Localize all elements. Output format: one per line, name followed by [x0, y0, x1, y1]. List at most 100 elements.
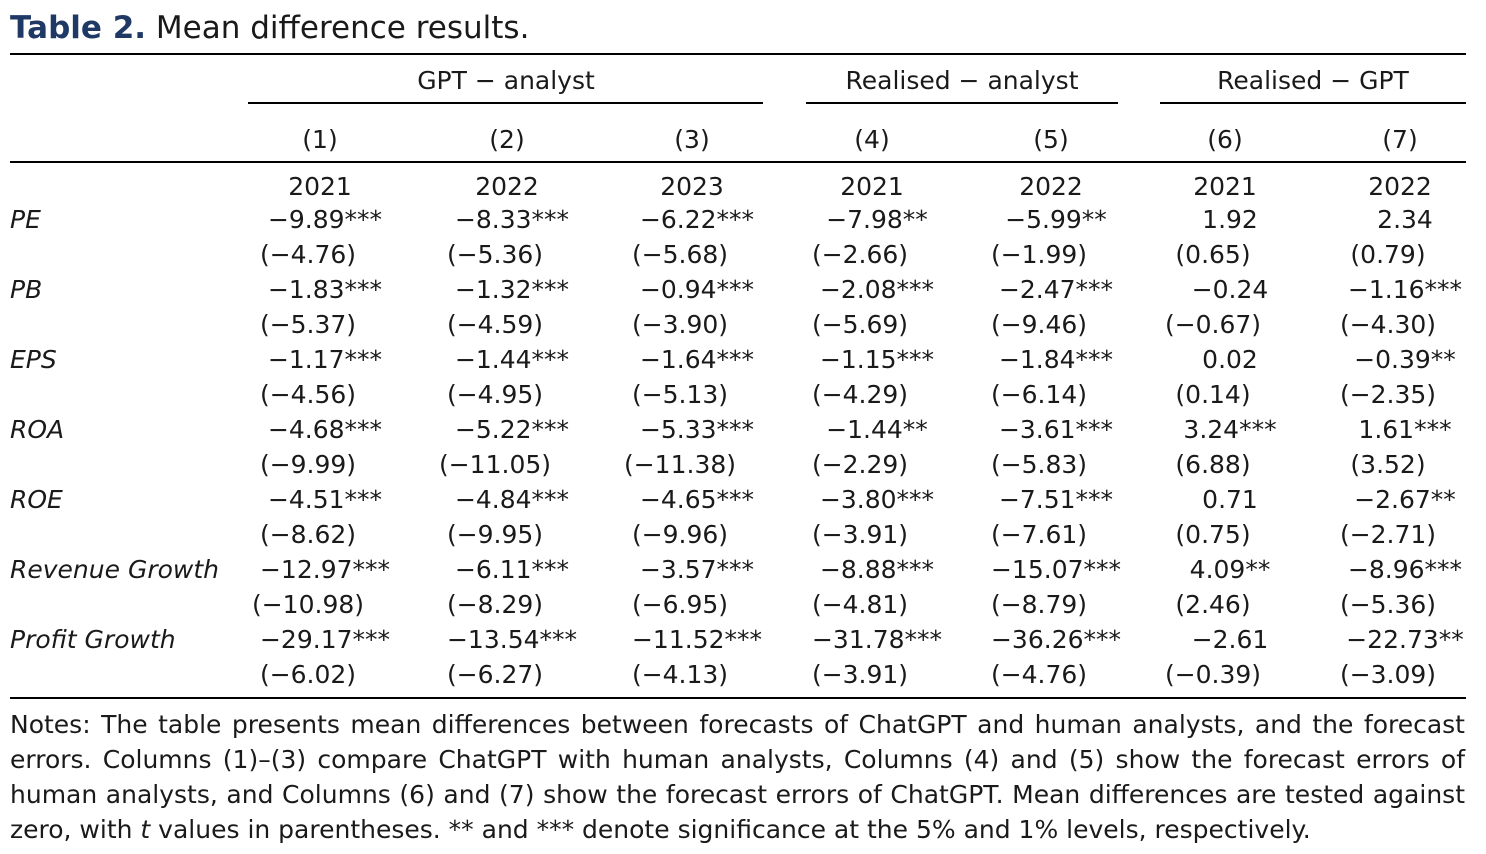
coefficient-cell: −2.47*** [998, 275, 1114, 304]
coefficient-cell: −1.15*** [819, 345, 935, 374]
coefficient-cell: −2.08*** [819, 275, 935, 304]
table-title: Mean difference results. [155, 10, 530, 46]
t-statistic-cell: (−2.35) [1339, 380, 1437, 409]
column-number: (6) [1207, 125, 1243, 154]
year-header: 2022 [475, 172, 539, 201]
coefficient-cell: −4.65*** [639, 485, 755, 514]
notes-t-symbol: t [140, 815, 151, 844]
t-statistic-cell: (0.79) [1350, 240, 1426, 269]
group-underline-realised-gpt [1160, 102, 1466, 104]
coefficient-cell: −8.96*** [1347, 555, 1463, 584]
t-statistic-cell: (−8.79) [990, 590, 1088, 619]
t-statistic-cell: (−4.29) [811, 380, 909, 409]
t-statistic-cell: (−0.39) [1164, 660, 1262, 689]
column-number: (3) [674, 125, 710, 154]
t-statistic-cell: (−5.69) [811, 310, 909, 339]
group-underline-realised-analyst [806, 102, 1118, 104]
row-label: PB [10, 275, 43, 304]
t-statistic-cell: (−4.59) [446, 310, 544, 339]
coefficient-cell: −1.44** [826, 415, 928, 444]
coefficient-cell: −5.33*** [639, 415, 755, 444]
year-header: 2021 [288, 172, 352, 201]
t-statistic-cell: (−5.36) [446, 240, 544, 269]
year-header: 2021 [1193, 172, 1257, 201]
t-statistic-cell: (−4.95) [446, 380, 544, 409]
coefficient-cell: −7.51*** [998, 485, 1114, 514]
coefficient-cell: −12.97*** [259, 555, 391, 584]
coefficient-cell: −2.61 [1191, 625, 1269, 654]
header-rule [10, 161, 1466, 163]
coefficient-cell: −1.44*** [454, 345, 570, 374]
coefficient-cell: −3.57*** [639, 555, 755, 584]
t-statistic-cell: (−5.83) [990, 450, 1088, 479]
t-statistic-cell: (−6.02) [259, 660, 357, 689]
table-caption: Table 2. Mean difference results. [10, 8, 529, 48]
t-statistic-cell: (−3.91) [811, 520, 909, 549]
coefficient-cell: −4.68*** [267, 415, 383, 444]
row-label: PE [10, 205, 41, 234]
t-statistic-cell: (−4.76) [259, 240, 357, 269]
coefficient-cell: 4.09** [1189, 555, 1271, 584]
t-statistic-cell: (−7.61) [990, 520, 1088, 549]
coefficient-cell: −7.98** [826, 205, 928, 234]
coefficient-cell: −31.78*** [811, 625, 943, 654]
t-statistic-cell: (0.65) [1175, 240, 1251, 269]
t-statistic-cell: (−11.05) [438, 450, 552, 479]
coefficient-cell: −6.22*** [639, 205, 755, 234]
t-statistic-cell: (−2.66) [811, 240, 909, 269]
coefficient-cell: −13.54*** [446, 625, 578, 654]
notes-text-part1: Notes: The table presents mean differenc… [10, 710, 1465, 844]
t-statistic-cell: (−8.29) [446, 590, 544, 619]
t-statistic-cell: (−6.14) [990, 380, 1088, 409]
t-statistic-cell: (−6.27) [446, 660, 544, 689]
coefficient-cell: 0.02 [1202, 345, 1258, 374]
coefficient-cell: −9.89*** [267, 205, 383, 234]
t-statistic-cell: (−2.71) [1339, 520, 1437, 549]
t-statistic-cell: (−1.99) [990, 240, 1088, 269]
group-header: GPT − analyst [417, 66, 595, 95]
coefficient-cell: −8.88*** [819, 555, 935, 584]
coefficient-cell: −1.84*** [998, 345, 1114, 374]
t-statistic-cell: (−5.36) [1339, 590, 1437, 619]
group-underline-gpt-analyst [248, 102, 763, 104]
year-header: 2023 [660, 172, 724, 201]
coefficient-cell: −22.73** [1346, 625, 1464, 654]
coefficient-cell: −3.80*** [819, 485, 935, 514]
t-statistic-cell: (−9.96) [631, 520, 729, 549]
t-statistic-cell: (−5.37) [259, 310, 357, 339]
t-statistic-cell: (−2.29) [811, 450, 909, 479]
t-statistic-cell: (−3.90) [631, 310, 729, 339]
coefficient-cell: −1.32*** [454, 275, 570, 304]
row-label: ROE [10, 485, 63, 514]
coefficient-cell: −2.67** [1354, 485, 1456, 514]
coefficient-cell: 1.61*** [1358, 415, 1452, 444]
t-statistic-cell: (−0.67) [1164, 310, 1262, 339]
t-statistic-cell: (−4.81) [811, 590, 909, 619]
t-statistic-cell: (−10.98) [251, 590, 365, 619]
t-statistic-cell: (0.75) [1175, 520, 1251, 549]
t-statistic-cell: (−3.09) [1339, 660, 1437, 689]
coefficient-cell: 3.24*** [1183, 415, 1277, 444]
t-statistic-cell: (−4.76) [990, 660, 1088, 689]
column-number: (4) [854, 125, 890, 154]
coefficient-cell: −8.33*** [454, 205, 570, 234]
coefficient-cell: −4.51*** [267, 485, 383, 514]
column-number: (5) [1033, 125, 1069, 154]
t-statistic-cell: (−9.99) [259, 450, 357, 479]
t-statistic-cell: (−5.68) [631, 240, 729, 269]
coefficient-cell: 0.71 [1202, 485, 1258, 514]
top-rule [10, 53, 1466, 55]
group-header: Realised − GPT [1217, 66, 1409, 95]
t-statistic-cell: (−4.13) [631, 660, 729, 689]
coefficient-cell: −0.39** [1354, 345, 1456, 374]
coefficient-cell: −3.61*** [998, 415, 1114, 444]
coefficient-cell: −29.17*** [259, 625, 391, 654]
group-header: Realised − analyst [845, 66, 1079, 95]
coefficient-cell: −11.52*** [631, 625, 763, 654]
year-header: 2022 [1368, 172, 1432, 201]
coefficient-cell: 1.92 [1202, 205, 1258, 234]
t-statistic-cell: (−11.38) [623, 450, 737, 479]
coefficient-cell: −36.26*** [990, 625, 1122, 654]
t-statistic-cell: (−4.56) [259, 380, 357, 409]
coefficient-cell: −1.17*** [267, 345, 383, 374]
